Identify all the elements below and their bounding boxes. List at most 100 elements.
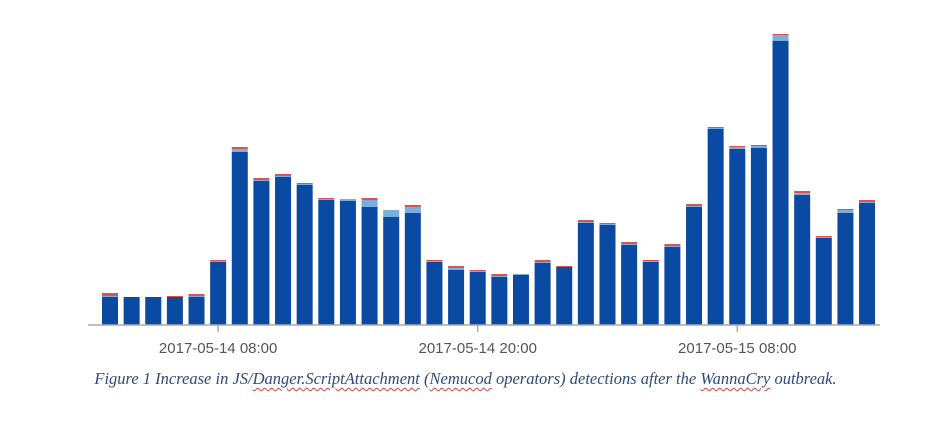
bar-segment <box>534 262 551 263</box>
bar-segment <box>512 274 529 275</box>
bar-segment <box>837 210 854 213</box>
bar-segment <box>599 224 616 225</box>
bar-segment <box>145 297 162 325</box>
bar-segment <box>102 293 118 296</box>
bar-segment <box>231 152 248 325</box>
bar-segment <box>556 266 573 267</box>
bar-segment <box>296 184 313 185</box>
bar-segment <box>577 222 594 223</box>
bar-segment <box>772 34 789 35</box>
bar-segment <box>794 191 811 193</box>
bar-segment <box>534 263 551 325</box>
caption-part: operators) detections after the <box>491 369 701 388</box>
bar-segment <box>383 217 400 325</box>
bar-segment <box>750 148 767 325</box>
bar-segment <box>859 200 876 202</box>
bar-segment <box>210 260 227 261</box>
bar-segment <box>102 297 118 325</box>
bar-segment <box>815 236 832 237</box>
caption-part: outbreak. <box>770 369 837 388</box>
caption-part: ( <box>419 369 430 388</box>
bar-segment <box>188 294 205 296</box>
bar-segment <box>296 185 313 325</box>
bar-segment <box>210 262 227 325</box>
x-tick-label: 2017-05-14 08:00 <box>159 340 277 357</box>
bar-chart: 2017-05-14 08:00 2017-05-14 20:00 2017-05-… <box>88 34 880 357</box>
bar-segment <box>815 238 832 325</box>
bar-segment <box>469 271 486 272</box>
x-tick-label: 2017-05-14 20:00 <box>418 340 536 357</box>
bar-segment <box>750 145 767 146</box>
bar-segment <box>404 207 421 213</box>
bar-segment <box>275 176 292 177</box>
bars-group <box>102 34 876 325</box>
bar-segment <box>534 260 551 262</box>
bar-segment <box>556 267 573 325</box>
bar-segment <box>686 204 703 206</box>
bar-segment <box>729 147 746 149</box>
bar-segment <box>469 272 486 325</box>
bar-segment <box>469 270 486 271</box>
bar-segment <box>253 178 270 180</box>
bar-segment <box>815 237 832 238</box>
bar-segment <box>859 202 876 203</box>
bar-segment <box>166 296 183 297</box>
bar-segment <box>707 129 724 325</box>
bar-segment <box>621 245 638 325</box>
bar-segment <box>859 203 876 325</box>
bar-segment <box>664 246 681 247</box>
bar-segment <box>318 200 335 325</box>
bar-segment <box>512 275 529 325</box>
caption-part: WannaCry <box>700 369 771 388</box>
bar-segment <box>642 261 659 262</box>
bar-segment <box>102 296 118 297</box>
bar-segment <box>599 223 616 224</box>
bar-segment <box>686 207 703 325</box>
bar-segment <box>339 201 356 325</box>
bar-segment <box>296 183 313 184</box>
bar-segment <box>686 206 703 207</box>
bar-segment <box>318 199 335 200</box>
figure-caption: Figure 1 Increase in JS/Danger.ScriptAtt… <box>0 369 931 389</box>
bar-segment <box>361 200 378 207</box>
bar-segment <box>210 261 227 262</box>
bar-segment <box>361 198 378 200</box>
bar-segment <box>664 247 681 325</box>
bar-segment <box>188 297 205 325</box>
bar-segment <box>448 270 465 325</box>
caption-part: Nemucod <box>429 369 492 388</box>
bar-segment <box>577 220 594 222</box>
caption-part: Danger.ScriptAttachment <box>252 369 420 388</box>
bar-segment <box>448 266 465 268</box>
x-tick-label: 2017-05-15 08:00 <box>678 340 796 357</box>
bar-segment <box>664 244 681 246</box>
bar-segment <box>837 213 854 325</box>
bar-segment <box>361 207 378 325</box>
bar-segment <box>599 225 616 325</box>
bar-segment <box>448 268 465 270</box>
bar-segment <box>383 210 400 217</box>
bar-segment <box>231 149 248 152</box>
caption-part: Figure 1 Increase in JS/ <box>94 369 253 388</box>
bar-segment <box>729 149 746 325</box>
bar-segment <box>794 195 811 325</box>
bar-segment <box>837 209 854 210</box>
bar-segment <box>426 261 443 262</box>
bar-segment <box>491 276 508 277</box>
bar-segment <box>750 146 767 148</box>
bar-segment <box>577 223 594 325</box>
bar-segment <box>621 244 638 245</box>
bar-segment <box>275 177 292 325</box>
bar-segment <box>318 198 335 199</box>
bar-segment <box>491 277 508 325</box>
bar-segment <box>621 242 638 244</box>
bar-segment <box>253 180 270 181</box>
x-axis-ticks: 2017-05-14 08:00 2017-05-14 20:00 2017-05-… <box>159 325 796 357</box>
bar-segment <box>426 262 443 325</box>
bar-segment <box>123 297 140 325</box>
bar-segment <box>642 260 659 261</box>
bar-segment <box>166 297 183 325</box>
bar-segment <box>707 128 724 129</box>
bar-segment <box>794 193 811 195</box>
bar-segment <box>772 35 789 41</box>
